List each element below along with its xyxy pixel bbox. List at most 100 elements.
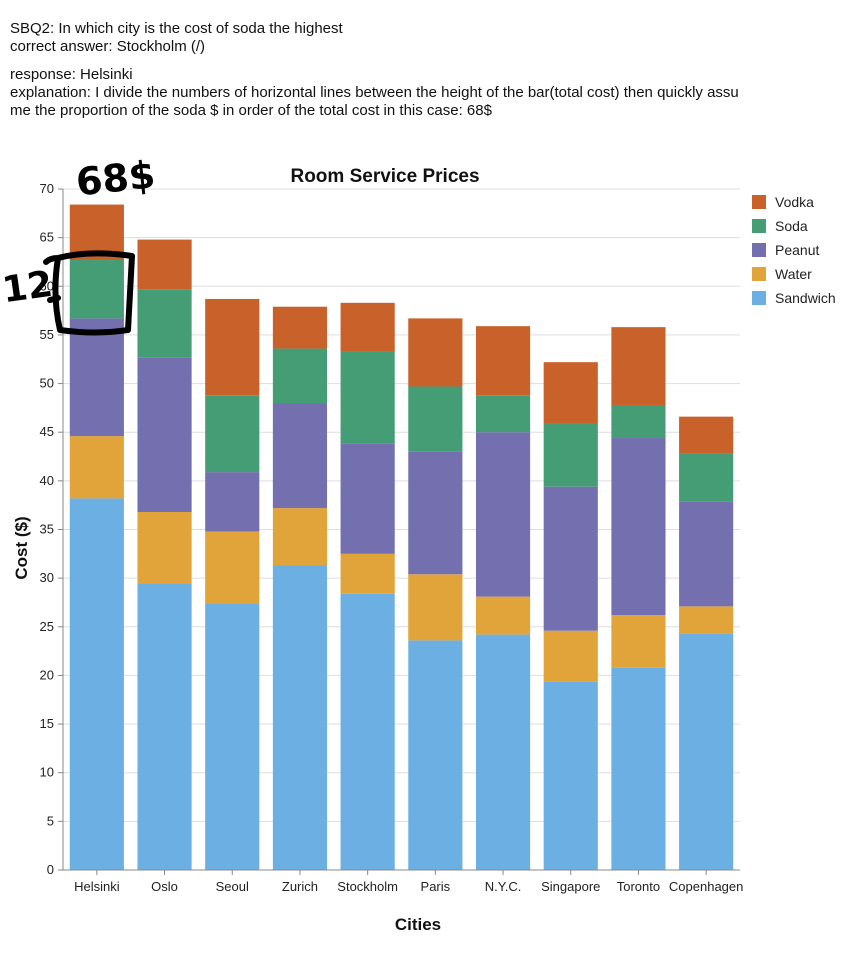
legend-label-sandwich: Sandwich: [775, 290, 836, 306]
bar-paris-sandwich: [408, 640, 463, 870]
bar-seoul-water: [205, 531, 260, 604]
explanation-line-2: me the proportion of the soda $ in order…: [10, 102, 492, 119]
question-header: SBQ2: In which city is the cost of soda …: [10, 20, 850, 120]
bar-helsinki-water: [69, 436, 124, 499]
bar-oslo-soda: [137, 289, 192, 358]
y-tick-label: 30: [40, 570, 54, 585]
bar-seoul-soda: [205, 395, 260, 473]
bar-helsinki-peanut: [69, 318, 124, 437]
legend-label-soda: Soda: [775, 218, 808, 234]
y-tick-label: 40: [40, 473, 54, 488]
bar-helsinki-sandwich: [69, 498, 124, 870]
bar-oslo-vodka: [137, 239, 192, 290]
bar-singapore-water: [543, 630, 598, 682]
bar-toronto-soda: [611, 404, 666, 439]
bar-n-y-c-sandwich: [475, 634, 531, 870]
x-axis-title: Cities: [395, 915, 441, 934]
bar-n-y-c-peanut: [475, 432, 531, 597]
bar-stockholm-vodka: [340, 302, 395, 352]
bar-oslo-sandwich: [137, 583, 192, 870]
explanation-line-1: explanation: I divide the numbers of hor…: [10, 84, 739, 101]
bar-seoul-sandwich: [205, 603, 260, 870]
y-tick-label: 5: [47, 813, 54, 828]
x-tick-label: Stockholm: [337, 879, 398, 894]
legend-swatch-peanut: [752, 243, 766, 257]
bar-toronto-water: [611, 615, 666, 668]
annotation-soda-box: [43, 250, 135, 336]
bar-singapore-vodka: [543, 362, 598, 424]
bar-seoul-vodka: [205, 298, 260, 396]
legend-swatch-vodka: [752, 195, 766, 209]
y-tick-label: 20: [40, 667, 54, 682]
bar-helsinki-soda: [69, 260, 124, 319]
bar-copenhagen-sandwich: [679, 633, 734, 870]
bar-oslo-peanut: [137, 357, 192, 512]
bar-copenhagen-water: [679, 606, 734, 634]
bar-toronto-peanut: [611, 438, 666, 616]
axes: 0 5 10 15 20 25 30 35 40 45 50 55 60 65 70 Helsinki Oslo…: [40, 181, 744, 894]
x-tick-label: Seoul: [216, 879, 249, 894]
y-tick-label: 50: [40, 376, 54, 391]
x-tick-label: Helsinki: [74, 879, 120, 894]
bar-copenhagen-peanut: [679, 501, 734, 607]
bar-paris-vodka: [408, 318, 463, 387]
y-tick-label: 55: [40, 327, 54, 342]
x-tick-label: Oslo: [151, 879, 178, 894]
bar-zurich-water: [272, 508, 328, 566]
legend-label-vodka: Vodka: [775, 194, 814, 210]
bar-stockholm-water: [340, 553, 395, 594]
bar-singapore-peanut: [543, 486, 598, 631]
legend: Vodka Soda Peanut Water Sandwich: [752, 194, 836, 306]
bar-singapore-soda: [543, 423, 598, 487]
response-text: response: Helsinki: [10, 66, 133, 83]
annotation-soda-amount: 12: [0, 264, 55, 312]
question-text: SBQ2: In which city is the cost of soda …: [10, 20, 343, 37]
bar-n-y-c-water: [475, 596, 531, 635]
legend-swatch-water: [752, 267, 766, 281]
bar-n-y-c-soda: [475, 395, 531, 433]
bar-toronto-vodka: [611, 327, 666, 405]
bar-stockholm-sandwich: [340, 593, 395, 870]
y-tick-label: 0: [47, 862, 54, 877]
bar-toronto-sandwich: [611, 667, 666, 870]
bar-oslo-water: [137, 511, 192, 584]
bar-zurich-soda: [272, 348, 328, 404]
bar-paris-peanut: [408, 451, 463, 575]
y-tick-label: 25: [40, 619, 54, 634]
annotation-total-cost: 68$: [74, 152, 157, 204]
bar-n-y-c-vodka: [475, 326, 531, 396]
bar-seoul-peanut: [205, 472, 260, 532]
legend-swatch-sandwich: [752, 291, 766, 305]
bar-copenhagen-vodka: [679, 416, 734, 454]
x-tick-label: Zurich: [282, 879, 318, 894]
x-tick-label: Toronto: [617, 879, 660, 894]
bars: [69, 204, 734, 870]
bar-paris-water: [408, 574, 463, 641]
y-tick-label: 15: [40, 716, 54, 731]
bar-zurich-peanut: [272, 403, 328, 509]
x-tick-label: Paris: [421, 879, 451, 894]
y-tick-label: 70: [40, 181, 54, 196]
bar-zurich-vodka: [272, 306, 328, 349]
bar-stockholm-peanut: [340, 443, 395, 554]
y-tick-label: 60: [40, 278, 54, 293]
bar-stockholm-soda: [340, 351, 395, 444]
y-axis-title: Cost ($): [12, 516, 31, 579]
y-tick-label: 45: [40, 424, 54, 439]
x-tick-label: N.Y.C.: [485, 879, 522, 894]
x-tick-label: Copenhagen: [669, 879, 743, 894]
bar-copenhagen-soda: [679, 453, 734, 502]
correct-answer-text: correct answer: Stockholm (/): [10, 38, 206, 55]
bar-zurich-sandwich: [272, 565, 328, 870]
chart-title: Room Service Prices: [290, 166, 479, 187]
y-tick-label: 65: [40, 230, 54, 245]
x-tick-label: Singapore: [541, 879, 600, 894]
y-tick-label: 10: [40, 765, 54, 780]
y-tick-label: 35: [40, 522, 54, 537]
bar-singapore-sandwich: [543, 681, 598, 870]
legend-label-peanut: Peanut: [775, 242, 819, 258]
legend-swatch-soda: [752, 219, 766, 233]
legend-label-water: Water: [775, 266, 812, 282]
handwritten-annotations: 68$ 12: [0, 152, 157, 336]
